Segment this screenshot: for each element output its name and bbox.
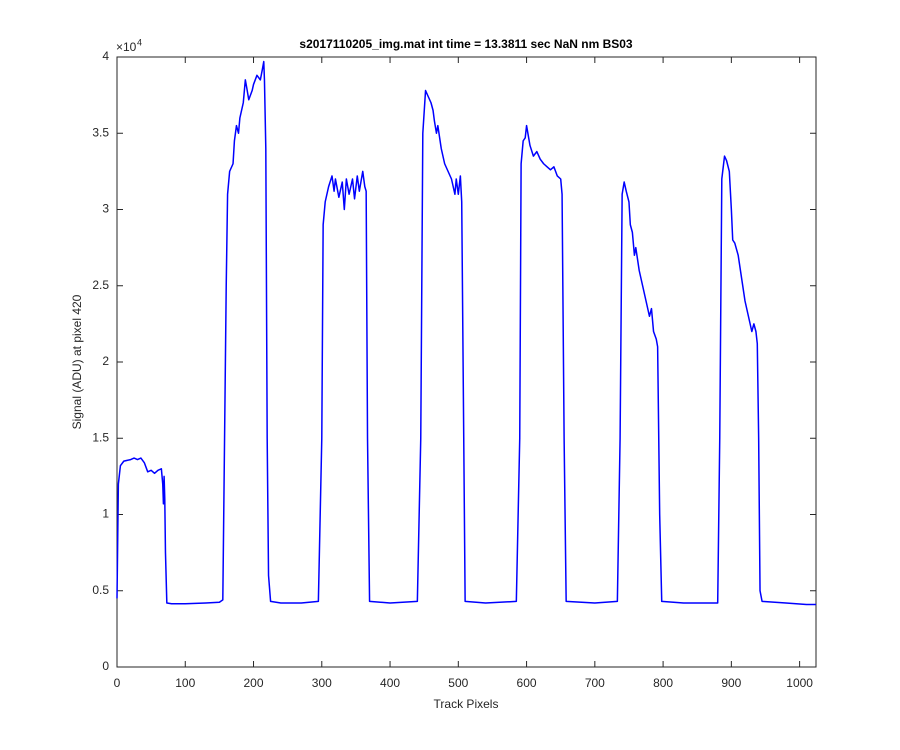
y-tick-label: 2 <box>102 354 109 368</box>
x-tick-label: 800 <box>653 676 673 690</box>
y-tick-label: 0 <box>102 659 109 673</box>
signal-line <box>116 60 816 606</box>
x-tick-label: 200 <box>244 676 264 690</box>
y-tick-label: 4 <box>102 49 109 63</box>
y-multiplier-exponent: 4 <box>137 37 142 47</box>
y-tick-label: 3 <box>102 202 109 216</box>
y-tick-label: 2.5 <box>92 278 109 292</box>
x-tick-label: 700 <box>585 676 605 690</box>
x-tick-label: 400 <box>380 676 400 690</box>
x-tick-label: 500 <box>448 676 468 690</box>
x-tick-label: 900 <box>721 676 741 690</box>
x-tick-label: 1000 <box>786 676 813 690</box>
x-tick-label: 600 <box>517 676 537 690</box>
y-tick-label: 0.5 <box>92 583 109 597</box>
y-tick-label: 1.5 <box>92 430 109 444</box>
chart-title: s2017110205_img.mat int time = 13.3811 s… <box>299 37 633 51</box>
x-tick-label: 0 <box>114 676 121 690</box>
x-tick-label: 100 <box>175 676 195 690</box>
y-axis-label: Signal (ADU) at pixel 420 <box>70 294 84 429</box>
y-multiplier: ×10 <box>116 40 137 54</box>
y-tick-label: 1 <box>102 507 109 521</box>
y-tick-label: 3.5 <box>92 125 109 139</box>
x-tick-label: 300 <box>312 676 332 690</box>
x-axis-label: Track Pixels <box>434 697 499 711</box>
